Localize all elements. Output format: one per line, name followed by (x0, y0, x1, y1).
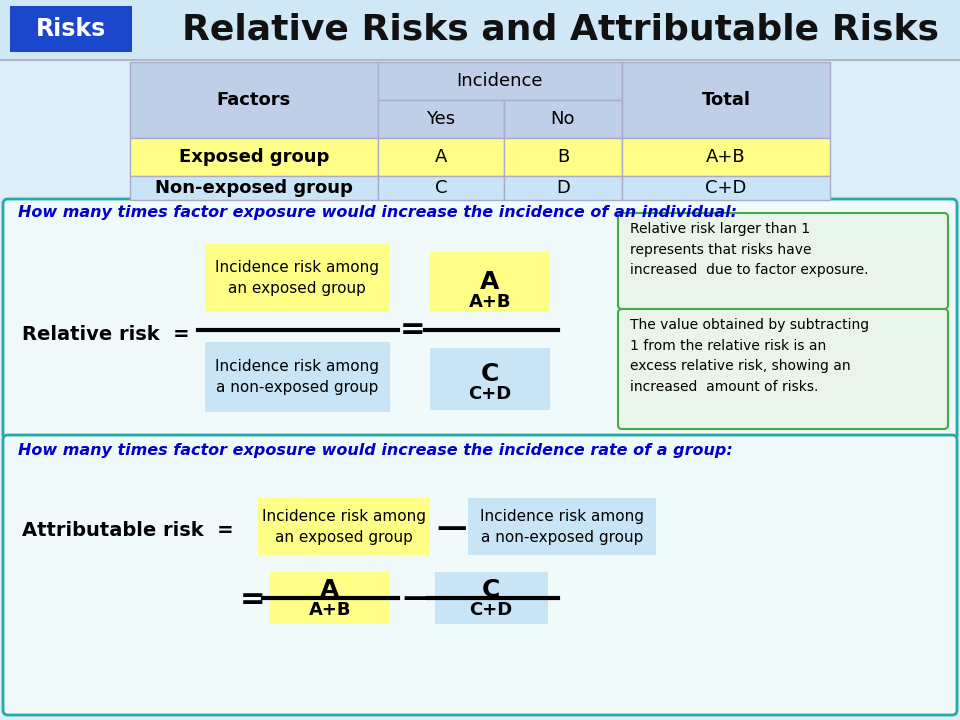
Bar (378, 138, 504, 176)
Text: How many times factor exposure would increase the incidence rate of a group:: How many times factor exposure would inc… (18, 443, 732, 457)
Bar (258, 498, 430, 555)
FancyBboxPatch shape (3, 199, 957, 440)
Text: A+B: A+B (707, 148, 746, 166)
Bar (378, 100, 504, 138)
Text: —: — (437, 513, 468, 541)
Bar (270, 572, 390, 624)
Bar (130, 62, 830, 200)
Text: A: A (480, 270, 500, 294)
Bar (10, 6, 132, 52)
Text: Risks: Risks (36, 17, 107, 41)
Text: A: A (321, 578, 340, 602)
Bar (130, 176, 378, 200)
Text: Attributable risk  =: Attributable risk = (22, 521, 233, 539)
Text: A: A (435, 148, 447, 166)
Bar (430, 252, 550, 312)
Bar (622, 62, 830, 138)
Text: A+B: A+B (309, 601, 351, 619)
Text: Exposed group: Exposed group (179, 148, 329, 166)
Bar (378, 176, 504, 200)
Text: Incidence risk among
a non-exposed group: Incidence risk among a non-exposed group (480, 509, 644, 545)
Text: —: — (403, 583, 433, 613)
Bar (378, 62, 622, 100)
Bar (622, 176, 830, 200)
Text: Non-exposed group: Non-exposed group (156, 179, 353, 197)
Text: Factors: Factors (217, 91, 291, 109)
Bar (430, 348, 550, 410)
Bar (504, 176, 622, 200)
Text: Relative Risks and Attributable Risks: Relative Risks and Attributable Risks (181, 12, 939, 46)
Bar (0, 0, 960, 60)
Bar (205, 342, 390, 412)
Bar (468, 498, 656, 555)
Bar (504, 100, 622, 138)
Text: A+B: A+B (468, 293, 512, 311)
Bar (435, 572, 548, 624)
Text: Incidence risk among
an exposed group: Incidence risk among an exposed group (215, 260, 379, 296)
Text: Incidence risk among
an exposed group: Incidence risk among an exposed group (262, 509, 426, 545)
Bar (205, 244, 390, 312)
FancyBboxPatch shape (3, 435, 957, 715)
Bar (130, 62, 378, 138)
Text: How many times factor exposure would increase the incidence of an individual:: How many times factor exposure would inc… (18, 204, 737, 220)
Text: C: C (435, 179, 447, 197)
Bar (622, 138, 830, 176)
Bar (130, 138, 378, 176)
Text: C: C (481, 362, 499, 386)
Text: The value obtained by subtracting
1 from the relative risk is an
excess relative: The value obtained by subtracting 1 from… (630, 318, 869, 394)
Text: =: = (240, 585, 266, 614)
Text: No: No (551, 110, 575, 128)
Text: Relative risk  =: Relative risk = (22, 325, 190, 344)
Text: C+D: C+D (706, 179, 747, 197)
Bar (504, 138, 622, 176)
FancyBboxPatch shape (618, 213, 948, 309)
Text: Yes: Yes (426, 110, 456, 128)
Text: Incidence risk among
a non-exposed group: Incidence risk among a non-exposed group (215, 359, 379, 395)
Text: Total: Total (702, 91, 751, 109)
Text: Relative risk larger than 1
represents that risks have
increased  due to factor : Relative risk larger than 1 represents t… (630, 222, 869, 277)
Text: C+D: C+D (469, 601, 513, 619)
Text: Incidence: Incidence (457, 72, 543, 90)
Text: C+D: C+D (468, 385, 512, 403)
Text: D: D (556, 179, 570, 197)
Text: =: = (400, 315, 426, 344)
Text: C: C (482, 578, 500, 602)
FancyBboxPatch shape (618, 309, 948, 429)
Text: B: B (557, 148, 569, 166)
